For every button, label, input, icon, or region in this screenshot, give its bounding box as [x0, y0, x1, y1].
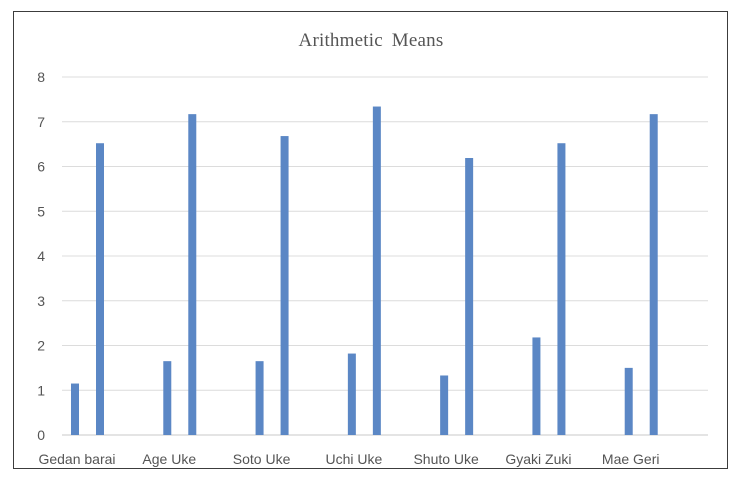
bar-series1-uchi-uke — [347, 353, 356, 435]
bar-series2-uchi-uke — [372, 106, 381, 435]
y-axis-ticks: 0 1 2 3 4 5 6 7 8 — [37, 69, 45, 443]
bar-series1-shuto-uke — [440, 375, 449, 435]
y-tick-label: 7 — [37, 114, 45, 130]
y-tick-label: 1 — [37, 382, 45, 398]
bar-series2-mae-geri — [649, 114, 658, 435]
bars — [71, 106, 658, 436]
chart-title: Arithmetic Means — [298, 30, 444, 51]
x-category-label: Gedan barai — [38, 451, 115, 467]
y-tick-label: 4 — [37, 248, 45, 264]
bar-series2-soto-uke — [280, 136, 289, 435]
x-axis-categories: Gedan barai Age Uke Soto Uke Uchi Uke Shuto … — [38, 451, 659, 467]
x-category-label: Soto Uke — [233, 451, 291, 467]
gridlines — [62, 76, 708, 436]
x-category-label: Age Uke — [142, 451, 196, 467]
y-tick-label: 5 — [37, 203, 45, 219]
bar-series1-gyaki-zuki — [532, 337, 541, 435]
x-category-label: Mae Geri — [602, 451, 660, 467]
x-category-label: Uchi Uke — [325, 451, 382, 467]
chart-frame — [13, 11, 728, 469]
bar-series1-age-uke — [163, 361, 172, 435]
bar-series1-soto-uke — [255, 361, 264, 435]
bar-series2-gyaki-zuki — [557, 143, 566, 436]
x-category-label: Gyaki Zuki — [505, 451, 571, 467]
bar-series1-gedan-barai — [71, 383, 79, 435]
bar-series1-mae-geri — [624, 367, 633, 435]
y-tick-label: 0 — [37, 427, 45, 443]
bar-series2-gedan-barai — [96, 143, 104, 436]
y-tick-label: 2 — [37, 338, 45, 354]
bar-series2-age-uke — [188, 114, 197, 435]
y-tick-label: 8 — [37, 69, 45, 85]
x-category-label: Shuto Uke — [413, 451, 479, 467]
bar-series2-shuto-uke — [465, 157, 474, 435]
y-tick-label: 6 — [37, 159, 45, 175]
y-tick-label: 3 — [37, 293, 45, 309]
